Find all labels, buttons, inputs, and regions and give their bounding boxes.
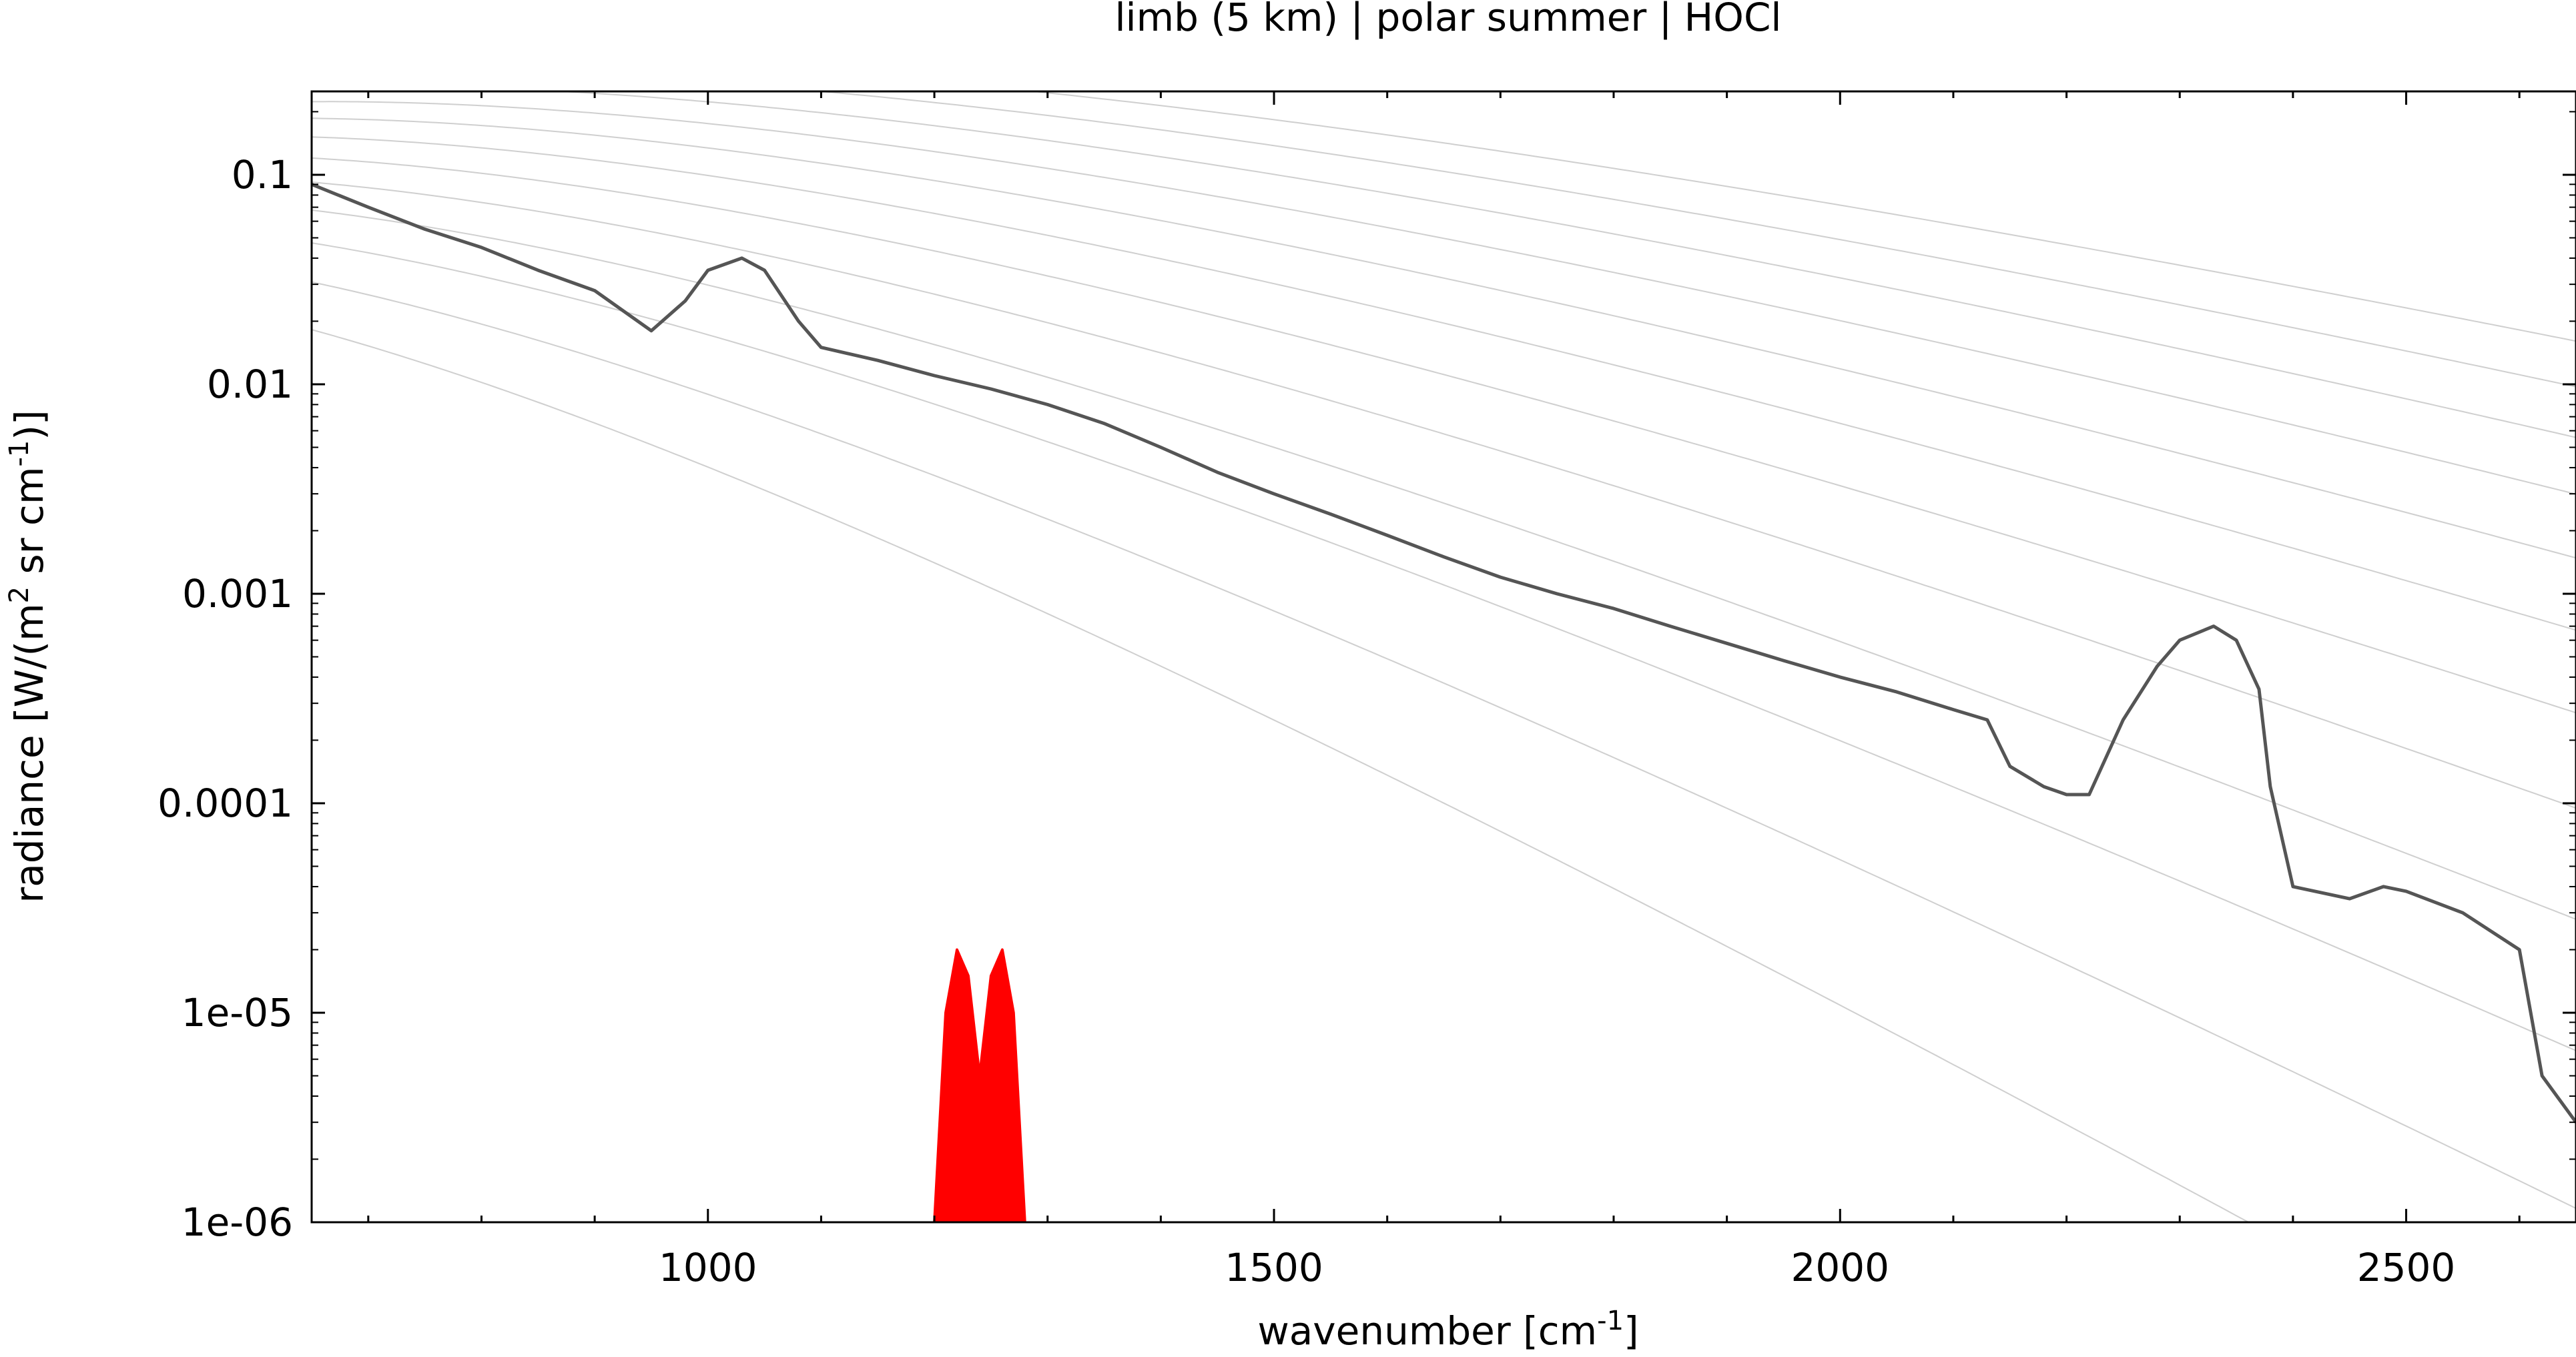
planck-curve-220K — [312, 242, 2576, 1051]
spectrum-line — [312, 182, 2576, 1123]
y-tick-label: 1e-05 — [182, 990, 293, 1035]
y-tick-label: 0.0001 — [157, 781, 293, 826]
planck-curve-340K — [312, 101, 2576, 495]
x-tick-label: 2000 — [1791, 1245, 1889, 1290]
planck-curve-380K — [814, 91, 2576, 388]
x-tick-label: 1000 — [659, 1245, 757, 1290]
planck-curve-360K — [548, 91, 2576, 438]
y-axis: 0.1 0.01 0.001 0.0001 1e-05 1e-06 — [157, 111, 2576, 1245]
x-tick-label: 2500 — [2357, 1245, 2456, 1290]
planck-curve-260K — [312, 181, 2576, 809]
planck-curve-240K — [312, 209, 2576, 920]
planck-curve-320K — [312, 117, 2576, 559]
y-tick-label: 0.1 — [232, 152, 293, 197]
planck-curve-200K — [312, 281, 2576, 1210]
planck-curve-300K — [312, 136, 2576, 631]
y-tick-label: 0.001 — [182, 571, 293, 616]
x-axis: 1000 1500 2000 2500 — [367, 91, 2521, 1290]
y-axis-label: radiance [W/(m2 sr cm-1)] — [4, 410, 52, 903]
planck-curve-280K — [312, 157, 2576, 714]
hocl-line — [933, 948, 1026, 1222]
planck-curves — [312, 91, 2576, 1222]
series-layer — [312, 182, 2576, 1222]
planck-curve-180K — [312, 329, 2250, 1222]
chart-title: limb (5 km) | polar summer | HOCl — [1114, 0, 1781, 40]
y-tick-label: 1e-06 — [182, 1200, 293, 1245]
plot-frame — [310, 90, 2576, 1224]
x-axis-label: wavenumber [cm-1] — [1257, 1306, 1638, 1354]
y-tick-label: 0.01 — [207, 362, 293, 407]
x-tick-label: 1500 — [1225, 1245, 1323, 1290]
planck-curve-400K — [1027, 91, 2576, 342]
